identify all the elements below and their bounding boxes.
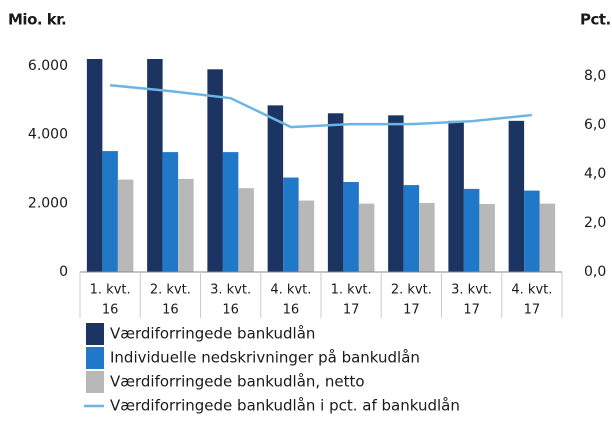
bar bbox=[479, 203, 495, 272]
x-tick-label: 17 bbox=[463, 303, 480, 318]
bar bbox=[388, 115, 404, 272]
bar bbox=[448, 120, 464, 272]
x-tick-label: 2. kvt. bbox=[391, 283, 432, 298]
bar bbox=[343, 181, 359, 272]
bar bbox=[327, 113, 344, 273]
bar bbox=[238, 188, 254, 272]
x-tick-label: 16 bbox=[102, 303, 119, 318]
bar bbox=[403, 185, 420, 272]
line-series bbox=[110, 83, 533, 129]
x-tick-label: 2. kvt. bbox=[150, 283, 191, 298]
x-tick-label: 17 bbox=[403, 303, 420, 318]
bar bbox=[178, 178, 194, 272]
legend-swatch bbox=[86, 347, 104, 369]
y-tick-label: 4.000 bbox=[28, 127, 68, 143]
y2-axis-label: Pct. bbox=[580, 11, 611, 29]
legend-label: Værdiforringede bankudlån, netto bbox=[110, 373, 365, 391]
bar bbox=[86, 59, 103, 272]
x-tick-label: 4. kvt. bbox=[511, 283, 552, 298]
x-tick-label: 16 bbox=[283, 303, 300, 318]
legend-swatch bbox=[86, 323, 104, 345]
y-tick-label: 0 bbox=[59, 264, 68, 280]
y2-tick-label: 6,0 bbox=[584, 117, 606, 133]
x-tick-label: 1. kvt. bbox=[90, 283, 131, 298]
legend-label: Værdiforringede bankudlån i pct. af bank… bbox=[110, 397, 460, 415]
legend-label: Individuelle nedskrivninger på bankudlån bbox=[110, 349, 420, 367]
bar bbox=[267, 105, 284, 273]
y-tick-label: 2.000 bbox=[28, 195, 68, 211]
bar bbox=[162, 152, 179, 272]
bar bbox=[207, 69, 223, 272]
y2-tick-label: 4,0 bbox=[584, 166, 606, 182]
x-tick-label: 16 bbox=[222, 303, 239, 318]
bar bbox=[508, 120, 525, 272]
bar bbox=[147, 59, 163, 272]
y-axis-label: Mio. kr. bbox=[8, 11, 66, 29]
x-tick-label: 16 bbox=[162, 303, 179, 318]
bar bbox=[102, 151, 118, 272]
bar bbox=[463, 188, 480, 272]
y2-tick-label: 8,0 bbox=[584, 68, 606, 84]
legend-swatch bbox=[86, 371, 104, 393]
bar bbox=[419, 202, 435, 272]
x-tick-label: 3. kvt. bbox=[210, 283, 251, 298]
x-tick-label: 4. kvt. bbox=[270, 283, 311, 298]
bar bbox=[524, 190, 540, 272]
y2-tick-label: 0,0 bbox=[584, 264, 606, 280]
x-tick-label: 3. kvt. bbox=[451, 283, 492, 298]
x-tick-label: 1. kvt. bbox=[331, 283, 372, 298]
bar bbox=[539, 203, 556, 272]
x-tick-label: 17 bbox=[524, 303, 541, 318]
y2-tick-label: 2,0 bbox=[584, 215, 606, 231]
x-tick-label: 17 bbox=[343, 303, 360, 318]
bar bbox=[358, 203, 375, 272]
bar bbox=[117, 179, 134, 272]
bar bbox=[222, 152, 239, 272]
bar bbox=[298, 200, 315, 272]
legend-label: Værdiforringede bankudlån bbox=[110, 325, 315, 343]
y-tick-label: 6.000 bbox=[28, 58, 68, 74]
bar bbox=[283, 177, 299, 272]
